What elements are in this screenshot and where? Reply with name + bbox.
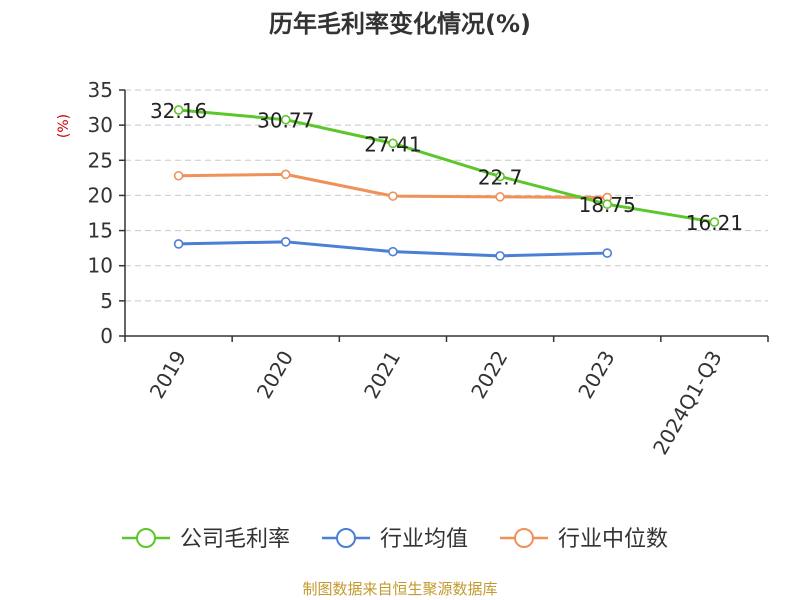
legend-label: 行业均值 [380, 527, 468, 552]
data-point [173, 239, 184, 249]
data-point [495, 171, 505, 182]
y-tick-label: 20 [88, 183, 113, 207]
x-tick-label: 2023 [573, 347, 619, 403]
x-tick-label: 2020 [252, 347, 298, 403]
legend-label: 行业中位数 [558, 527, 668, 552]
data-point [173, 170, 184, 181]
legend-marker [136, 528, 156, 548]
data-source-note: 制图数据来自恒生聚源数据库 [302, 580, 497, 598]
y-tick-label: 0 [100, 324, 113, 348]
y-tick-label: 5 [100, 289, 113, 313]
data-point [280, 114, 291, 125]
data-point [495, 251, 505, 261]
x-tick-label: 2021 [359, 347, 405, 403]
x-tick-label: 2019 [145, 347, 191, 403]
y-tick-label: 25 [88, 148, 113, 172]
legend: 公司毛利率 行业均值 行业中位数 [122, 527, 668, 552]
chart-title: 历年毛利率变化情况(%) [269, 10, 531, 38]
legend-label: 公司毛利率 [180, 527, 290, 552]
data-label: 30.77 [257, 109, 314, 133]
y-axis-unit-label: (%) [56, 114, 72, 138]
y-tick-label: 15 [88, 219, 113, 243]
data-point [709, 217, 720, 227]
data-label: 27.41 [364, 132, 421, 156]
data-point [280, 237, 291, 247]
y-tick-label: 30 [88, 113, 113, 137]
y-tick-label: 10 [88, 254, 113, 278]
x-tick-label: 2022 [466, 347, 512, 403]
data-point [388, 246, 398, 257]
data-label: 32.16 [150, 99, 207, 123]
data-point [173, 105, 184, 115]
series-line [178, 108, 715, 224]
data-point [495, 192, 505, 202]
data-point [388, 138, 398, 149]
data-label: 16.21 [686, 211, 743, 235]
series-lines [173, 105, 720, 261]
data-point [388, 191, 398, 201]
data-point [602, 199, 613, 210]
data-label: 18.75 [579, 193, 636, 217]
data-point [602, 248, 613, 258]
x-tick-label: 2024Q1-Q3 [648, 347, 727, 459]
legend-marker [336, 528, 356, 548]
data-label: 22.7 [478, 165, 523, 189]
axes: 0 5 10 15 20 25 30 35 2019 2020 2021 2022 2023 2024Q1… [88, 78, 769, 459]
y-tick-label: 35 [88, 78, 113, 102]
data-labels: 32.16 30.77 27.41 22.7 18.75 16.21 [150, 99, 743, 235]
data-point [280, 169, 291, 180]
legend-marker [514, 528, 534, 548]
